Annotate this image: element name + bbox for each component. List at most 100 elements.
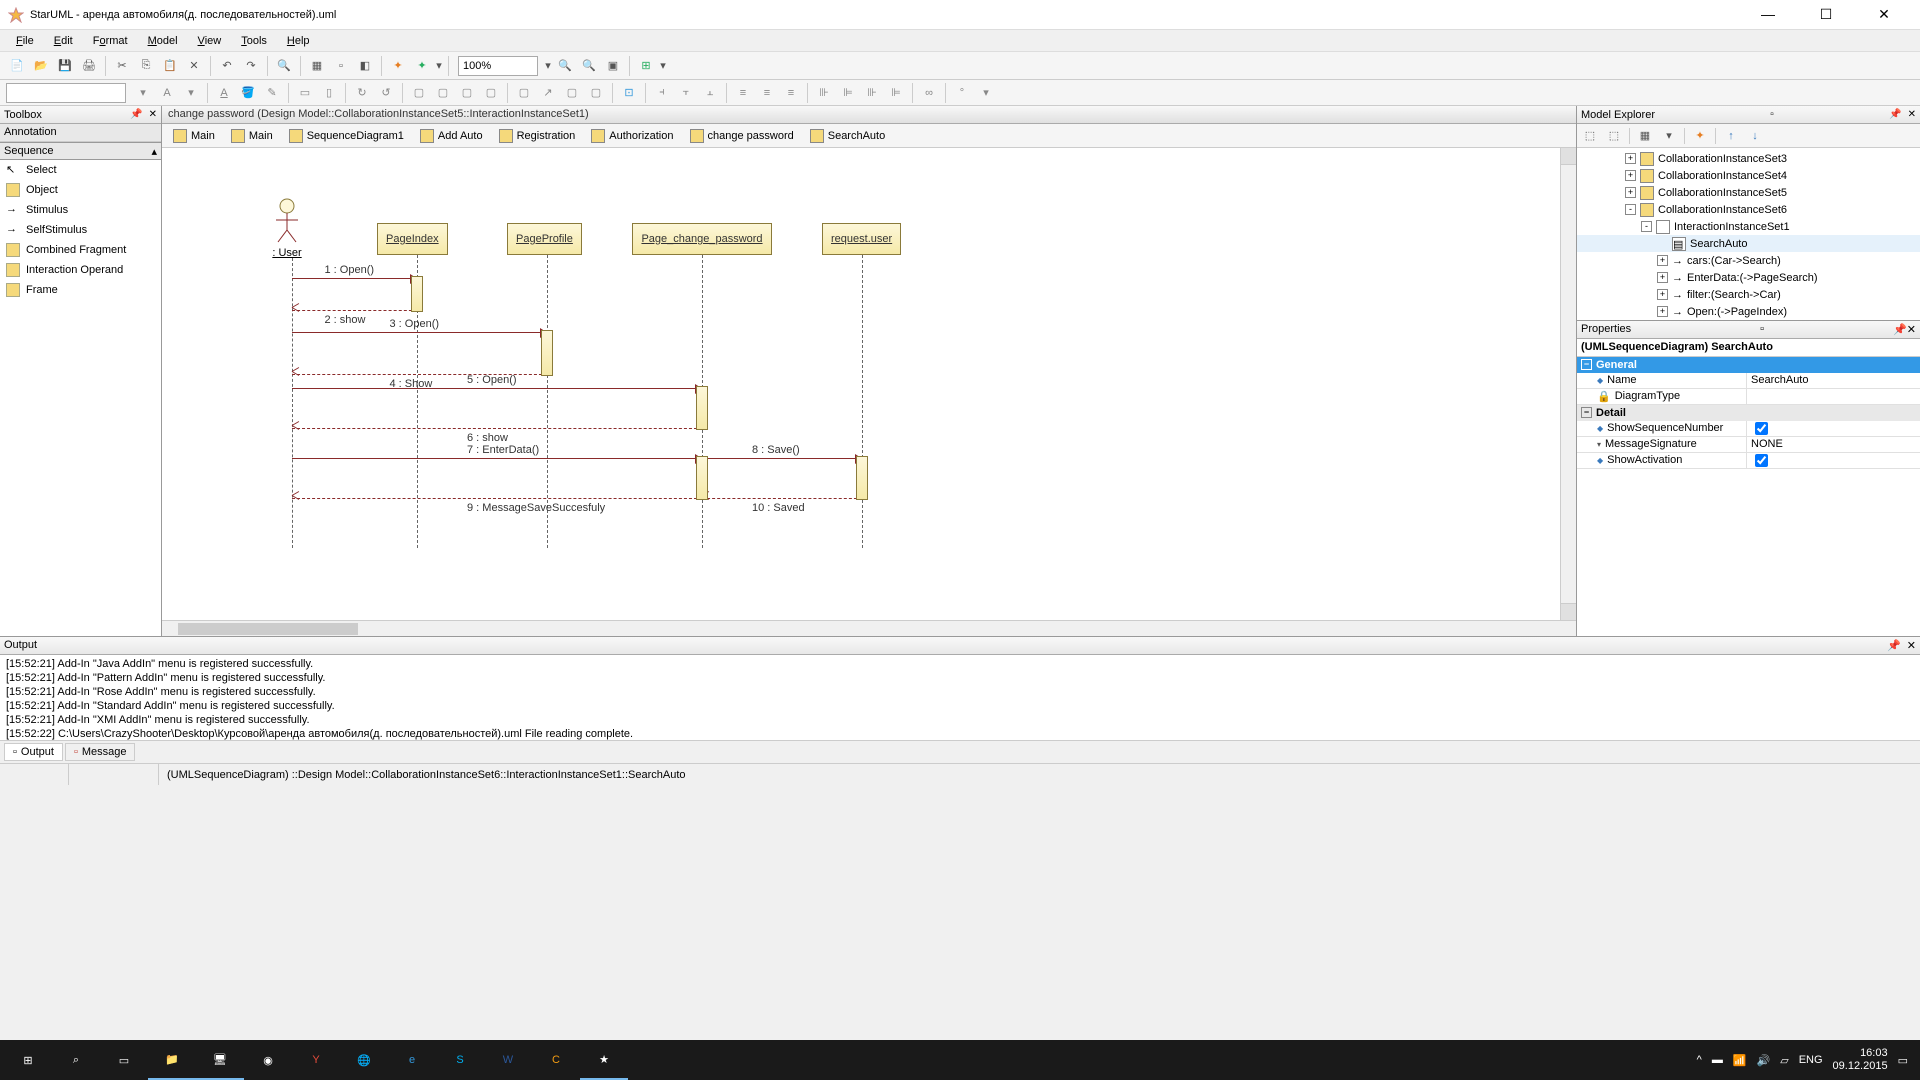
annotation-section[interactable]: Annotation: [0, 124, 161, 142]
staruml-icon[interactable]: ★: [580, 1040, 628, 1080]
t2-icon[interactable]: ▢: [432, 82, 454, 104]
tray-notif-icon[interactable]: ▭: [1898, 1054, 1908, 1067]
pin-icon[interactable]: 📌: [1887, 639, 1901, 652]
app1-icon[interactable]: 🖥: [196, 1040, 244, 1080]
tab-searchauto[interactable]: SearchAuto: [803, 126, 892, 146]
paste-icon[interactable]: 📋: [159, 55, 181, 77]
a12-dd-icon[interactable]: ▾: [975, 82, 997, 104]
app2-icon[interactable]: ◉: [244, 1040, 292, 1080]
a11-icon[interactable]: ∞: [918, 82, 940, 104]
tool6-icon[interactable]: ⊞: [635, 55, 657, 77]
find-icon[interactable]: 🔍: [273, 55, 295, 77]
tool-select[interactable]: ↖Select: [0, 160, 161, 180]
prop-diagtype[interactable]: 🔒DiagramType: [1577, 389, 1920, 405]
tab-main[interactable]: Main: [166, 126, 222, 146]
tool3-icon[interactable]: ◧: [354, 55, 376, 77]
font-combo[interactable]: [6, 83, 126, 103]
zoomout-icon[interactable]: 🔍: [578, 55, 600, 77]
activation[interactable]: [696, 386, 708, 430]
t1-icon[interactable]: ▢: [408, 82, 430, 104]
tray-lang[interactable]: ENG: [1799, 1054, 1823, 1066]
activation[interactable]: [411, 276, 423, 312]
tray-flag-icon[interactable]: ▱: [1780, 1054, 1788, 1067]
tool-interaction operand[interactable]: Interaction Operand: [0, 260, 161, 280]
refresh-icon[interactable]: ✦: [1691, 127, 1709, 145]
tree-item[interactable]: -CollaborationInstanceSet6: [1577, 201, 1920, 218]
model-tree[interactable]: +CollaborationInstanceSet3+Collaboration…: [1577, 148, 1920, 321]
zoom-combo[interactable]: 100%: [458, 56, 538, 76]
tool4-icon[interactable]: ✦: [387, 55, 409, 77]
a8-icon[interactable]: ⊫: [837, 82, 859, 104]
menu-view[interactable]: View: [190, 33, 230, 49]
a2-icon[interactable]: ⫟: [675, 82, 697, 104]
tool5-icon[interactable]: ✦: [411, 55, 433, 77]
tool1-icon[interactable]: ▦: [306, 55, 328, 77]
new-icon[interactable]: 📄: [6, 55, 28, 77]
pin-icon[interactable]: ▫: [1760, 323, 1764, 336]
start-icon[interactable]: ⊞: [4, 1040, 52, 1080]
taskview-icon[interactable]: ▭: [100, 1040, 148, 1080]
dd-icon[interactable]: ▾: [1660, 127, 1678, 145]
message[interactable]: [292, 310, 417, 311]
message[interactable]: [292, 498, 702, 499]
menu-format[interactable]: Format: [85, 33, 136, 49]
tree-item[interactable]: +CollaborationInstanceSet4: [1577, 167, 1920, 184]
sequence-diagram[interactable]: : UserPageIndexPageProfilePage_change_pa…: [162, 148, 1576, 636]
tool-stimulus[interactable]: →Stimulus: [0, 200, 161, 220]
fontsize-dd-icon[interactable]: ▾: [180, 82, 202, 104]
tray-clock[interactable]: 16:03 09.12.2015: [1833, 1047, 1888, 1073]
tool2-icon[interactable]: ▫: [330, 55, 352, 77]
message[interactable]: [292, 278, 417, 279]
down-icon[interactable]: ↓: [1746, 127, 1764, 145]
maximize-button[interactable]: ☐: [1806, 6, 1846, 23]
showseq-checkbox[interactable]: [1755, 422, 1768, 435]
sort1-icon[interactable]: ⬚: [1581, 127, 1599, 145]
zoom-dropdown-icon[interactable]: ▾: [544, 55, 552, 77]
tab-authorization[interactable]: Authorization: [584, 126, 680, 146]
skype-icon[interactable]: S: [436, 1040, 484, 1080]
tray-net-icon[interactable]: ▬: [1712, 1054, 1723, 1066]
a10-icon[interactable]: ⊫: [885, 82, 907, 104]
up-icon[interactable]: ↑: [1722, 127, 1740, 145]
app4-icon[interactable]: 🌐: [340, 1040, 388, 1080]
a12-icon[interactable]: °: [951, 82, 973, 104]
output-tab[interactable]: ▫Output: [4, 743, 63, 761]
t3-icon[interactable]: ▢: [456, 82, 478, 104]
tree-item[interactable]: +CollaborationInstanceSet5: [1577, 184, 1920, 201]
t8-icon[interactable]: ▢: [585, 82, 607, 104]
t4-icon[interactable]: ▢: [480, 82, 502, 104]
minimize-button[interactable]: —: [1748, 6, 1788, 23]
message[interactable]: [292, 428, 702, 429]
align2-icon[interactable]: ▯: [318, 82, 340, 104]
dropdown-icon[interactable]: ▾: [435, 55, 443, 77]
app3-icon[interactable]: Y: [292, 1040, 340, 1080]
cut-icon[interactable]: ✂: [111, 55, 133, 77]
lifeline-page_change_password[interactable]: Page_change_password: [632, 223, 772, 255]
tree-item[interactable]: ▤SearchAuto: [1577, 235, 1920, 252]
tree-item[interactable]: +→Open:(->PageIndex): [1577, 303, 1920, 320]
save-icon[interactable]: 💾: [54, 55, 76, 77]
linecolor-icon[interactable]: ✎: [261, 82, 283, 104]
menu-help[interactable]: Help: [279, 33, 318, 49]
pin2-icon[interactable]: 📌: [1893, 323, 1907, 336]
align1-icon[interactable]: ▭: [294, 82, 316, 104]
t9-icon[interactable]: ⊡: [618, 82, 640, 104]
menu-tools[interactable]: Tools: [233, 33, 275, 49]
app5-icon[interactable]: C: [532, 1040, 580, 1080]
word-icon[interactable]: W: [484, 1040, 532, 1080]
fontsize-icon[interactable]: A: [156, 82, 178, 104]
fit-icon[interactable]: ▣: [602, 55, 624, 77]
pin2-icon[interactable]: 📌: [1889, 109, 1901, 120]
tray-vol-icon[interactable]: 🔊: [1757, 1054, 1771, 1067]
tool-selfstimulus[interactable]: →SelfStimulus: [0, 220, 161, 240]
sequence-section[interactable]: Sequence▴: [0, 142, 161, 160]
a3-icon[interactable]: ⫠: [699, 82, 721, 104]
copy-icon[interactable]: ⎘: [135, 55, 157, 77]
prop-name[interactable]: ◆NameSearchAuto: [1577, 373, 1920, 389]
message[interactable]: [702, 458, 862, 459]
tray-wifi-icon[interactable]: 📶: [1733, 1054, 1747, 1067]
props-detail-group[interactable]: −Detail: [1577, 405, 1920, 421]
vertical-scrollbar[interactable]: [1560, 148, 1576, 620]
a7-icon[interactable]: ⊪: [813, 82, 835, 104]
tab-add-auto[interactable]: Add Auto: [413, 126, 490, 146]
